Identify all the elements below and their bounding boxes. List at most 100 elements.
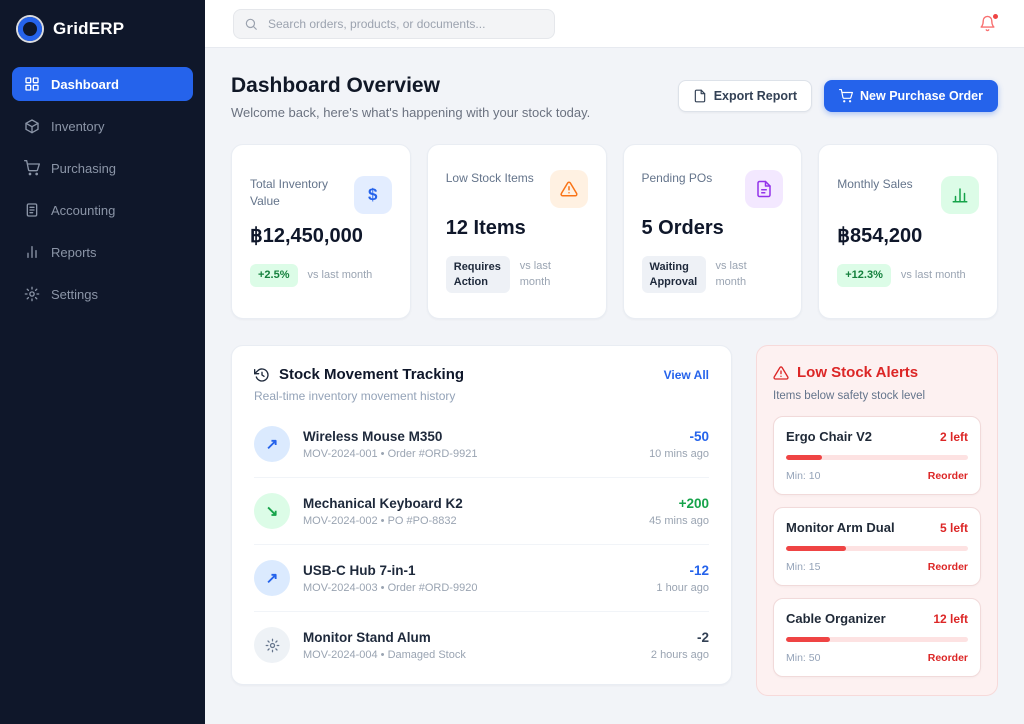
movement-name: USB-C Hub 7-in-1 (303, 562, 416, 578)
reorder-link[interactable]: Reorder (927, 652, 968, 664)
movement-qty: -12 (689, 562, 709, 578)
stat-badge: +2.5% (250, 264, 298, 287)
sidebar-item-label: Inventory (51, 118, 105, 134)
stat-card-monthly-sales: Monthly Sales ฿854,200 +12.3% vs last mo… (818, 144, 998, 319)
cart-icon (24, 160, 40, 176)
sidebar-item-label: Purchasing (51, 160, 117, 176)
movement-meta: MOV-2024-003 • Order #ORD-9920 (303, 581, 478, 594)
movement-row[interactable]: ↘ Mechanical Keyboard K2 MOV-2024-002 • … (254, 477, 709, 544)
new-purchase-order-label: New Purchase Order (860, 89, 983, 103)
movement-time: 2 hours ago (650, 648, 709, 661)
movement-row[interactable]: ↗ Wireless Mouse M350 MOV-2024-001 • Ord… (254, 411, 709, 477)
grid-icon (25, 77, 39, 91)
global-search (233, 8, 555, 39)
movement-name: Mechanical Keyboard K2 (303, 495, 463, 511)
new-purchase-order-button[interactable]: New Purchase Order (824, 80, 998, 112)
stock-progress-bar (786, 546, 968, 551)
sidebar-item-reports[interactable]: Reports (12, 235, 193, 269)
stock-progress-fill (786, 637, 830, 642)
sidebar-item-label: Accounting (51, 202, 116, 218)
history-icon (254, 367, 269, 382)
sidebar-item-dashboard[interactable]: Dashboard (12, 67, 193, 101)
alert-item: Cable Organizer 12 left Min: 50 Reorder (773, 598, 981, 677)
movement-list: ↗ Wireless Mouse M350 MOV-2024-001 • Ord… (254, 411, 709, 678)
alert-triangle-icon (549, 169, 588, 208)
alerts-subtitle: Items below safety stock level (773, 390, 926, 402)
sidebar-item-label: Dashboard (51, 76, 119, 92)
stat-label: Total Inventory Value (250, 177, 329, 209)
search-input[interactable] (266, 15, 544, 32)
stat-card-low-stock-items: Low Stock Items 12 Items Requires Action… (426, 144, 607, 319)
stock-progress-bar (786, 455, 968, 460)
stat-card-pending-pos: Pending POs 5 Orders Waiting Approval vs… (622, 144, 803, 319)
app-logo: GridERP (0, 0, 205, 63)
movement-qty: -2 (696, 629, 709, 645)
stat-badge: Requires Action (445, 255, 510, 294)
movement-time: 1 hour ago (656, 581, 709, 594)
search-icon (245, 18, 257, 30)
sidebar: GridERP Dashboard Inventory Purchasing A… (0, 0, 205, 724)
document-icon (745, 169, 784, 208)
lower-section: Stock Movement Tracking Real-time invent… (231, 345, 998, 696)
stat-value: ฿854,200 (837, 225, 923, 248)
file-icon (694, 89, 705, 103)
notifications-button[interactable] (979, 13, 999, 32)
alert-product-name: Ergo Chair V2 (786, 429, 872, 444)
stock-progress-fill (786, 455, 823, 460)
alert-product-name: Cable Organizer (786, 611, 886, 626)
stat-label: Low Stock Items (445, 170, 534, 185)
bell-icon (980, 15, 995, 32)
export-report-button[interactable]: Export Report (677, 80, 813, 112)
cart-icon (839, 89, 854, 103)
page-subtitle: Welcome back, here's what's happening wi… (231, 105, 591, 120)
main-column: Dashboard Overview Welcome back, here's … (205, 0, 1024, 724)
reorder-link[interactable]: Reorder (927, 561, 968, 573)
sidebar-item-purchasing[interactable]: Purchasing (12, 151, 193, 185)
page-title: Dashboard Overview (231, 74, 440, 97)
gear-icon (254, 627, 290, 663)
stock-movement-subtitle: Real-time inventory movement history (254, 389, 456, 403)
movement-meta: MOV-2024-002 • PO #PO-8832 (303, 514, 457, 527)
sidebar-item-accounting[interactable]: Accounting (12, 193, 193, 227)
stat-value: 5 Orders (641, 216, 724, 239)
stat-badge: +12.3% (837, 264, 891, 287)
movement-row[interactable]: Monitor Stand Alum MOV-2024-004 • Damage… (254, 611, 709, 678)
topbar (205, 0, 1024, 48)
stat-note: vs last month (519, 260, 551, 288)
movement-row[interactable]: ↗ USB-C Hub 7-in-1 MOV-2024-003 • Order … (254, 544, 709, 611)
movement-time: 10 mins ago (649, 447, 709, 460)
sidebar-item-settings[interactable]: Settings (12, 277, 193, 311)
movement-qty: +200 (678, 495, 709, 511)
alert-qty-left: 5 left (939, 520, 968, 535)
alert-item: Monitor Arm Dual 5 left Min: 15 Reorder (773, 507, 981, 586)
movement-name: Monitor Stand Alum (303, 629, 431, 645)
export-report-label: Export Report (713, 89, 798, 103)
sidebar-item-label: Settings (51, 286, 98, 302)
reorder-link[interactable]: Reorder (927, 470, 968, 482)
page-header: Dashboard Overview Welcome back, here's … (231, 74, 998, 120)
sidebar-item-label: Reports (51, 244, 97, 260)
app-name: GridERP (53, 19, 125, 38)
alert-qty-left: 2 left (939, 429, 968, 444)
stock-movement-title: Stock Movement Tracking (279, 366, 465, 383)
gear-icon (24, 286, 40, 302)
stock-progress-bar (786, 637, 968, 642)
alert-triangle-icon (773, 365, 789, 380)
bar-chart-icon (27, 246, 37, 258)
alert-product-name: Monitor Arm Dual (786, 520, 895, 535)
header-actions: Export Report New Purchase Order (677, 74, 998, 112)
stat-card-total-inventory-value: Total Inventory Value $ ฿12,450,000 +2.5… (231, 144, 411, 319)
sidebar-item-inventory[interactable]: Inventory (12, 109, 193, 143)
movement-meta: MOV-2024-001 • Order #ORD-9921 (303, 447, 478, 460)
stat-value: ฿12,450,000 (250, 225, 363, 248)
arrow-glyph: ↗ (265, 570, 279, 587)
dollar-glyph: $ (368, 185, 378, 205)
stat-note: vs last month (900, 268, 966, 281)
alert-min-level: Min: 50 (786, 652, 821, 664)
movement-qty: -50 (689, 428, 709, 444)
stock-movement-card: Stock Movement Tracking Real-time invent… (231, 345, 732, 685)
stat-badge: Waiting Approval (641, 255, 706, 294)
stat-label: Pending POs (641, 170, 713, 185)
view-all-link[interactable]: View All (663, 368, 709, 382)
